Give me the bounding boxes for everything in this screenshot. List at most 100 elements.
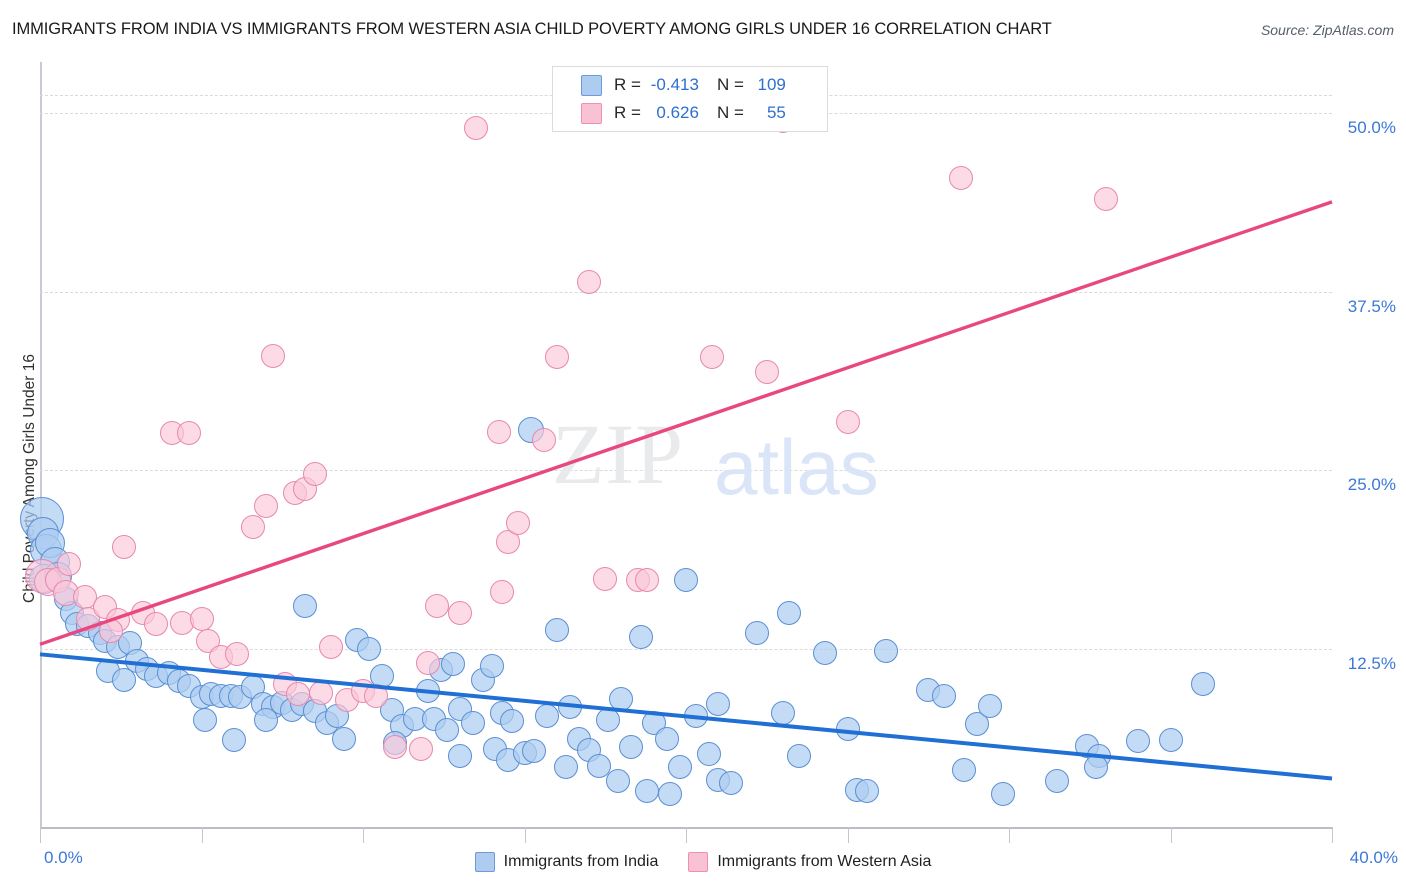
data-point xyxy=(609,686,634,711)
data-point xyxy=(489,579,514,604)
data-point xyxy=(554,755,579,780)
data-point xyxy=(874,639,899,664)
data-point xyxy=(932,683,957,708)
stats-row-india: R = -0.413 N = 109 xyxy=(553,71,829,99)
gridline-37.5 xyxy=(40,291,1332,293)
data-point xyxy=(696,742,721,767)
data-point xyxy=(977,693,1002,718)
y-axis-label-12.5: 12.5% xyxy=(1347,653,1396,673)
data-point xyxy=(447,743,472,768)
y-axis-title-wrap: Child Poverty Among Girls Under 16 xyxy=(8,0,38,892)
data-point xyxy=(409,736,434,761)
legend-item-india[interactable]: Immigrants from India xyxy=(474,852,659,872)
x-tick-35 xyxy=(1170,827,1172,843)
stats-r-value-india: -0.413 xyxy=(650,75,699,94)
stats-swatch-western-asia xyxy=(581,102,602,124)
data-point xyxy=(480,653,505,678)
data-point xyxy=(192,707,217,732)
data-point xyxy=(948,165,973,190)
stats-n-value-western-asia: 55 xyxy=(766,103,786,122)
data-point xyxy=(292,593,317,618)
data-point xyxy=(260,344,285,368)
data-point xyxy=(812,640,837,665)
data-point xyxy=(441,652,466,677)
x-tick-0 xyxy=(40,827,41,843)
data-point xyxy=(363,683,388,708)
data-point xyxy=(309,680,333,705)
data-point xyxy=(176,421,201,446)
data-point xyxy=(1190,672,1215,697)
data-point xyxy=(57,552,82,577)
stats-n-label-india: N = xyxy=(716,75,744,94)
stats-r-label-india: R = xyxy=(614,75,641,94)
data-point xyxy=(506,510,531,535)
data-point xyxy=(719,770,744,795)
data-point xyxy=(754,359,779,384)
x-tick-30 xyxy=(1009,827,1010,843)
data-point xyxy=(674,568,698,593)
data-point xyxy=(254,493,279,518)
data-point xyxy=(544,618,569,643)
data-point xyxy=(593,566,618,591)
data-point xyxy=(415,650,440,675)
data-point xyxy=(683,703,708,728)
y-axis-label-37.5: 37.5% xyxy=(1347,296,1396,316)
data-point xyxy=(699,345,724,370)
data-point xyxy=(189,606,214,631)
data-point xyxy=(318,635,343,660)
x-tick-5 xyxy=(201,827,203,843)
stats-n-label-western-asia: N = xyxy=(716,103,744,122)
page-title: IMMIGRANTS FROM INDIA VS IMMIGRANTS FROM… xyxy=(12,20,1052,38)
data-point xyxy=(221,727,246,752)
x-tick-15 xyxy=(524,827,526,843)
data-point xyxy=(383,735,408,760)
legend-item-western-asia[interactable]: Immigrants from Western Asia xyxy=(688,852,931,872)
x-tick-10 xyxy=(363,827,364,843)
data-point xyxy=(331,726,356,751)
data-point xyxy=(464,115,489,140)
data-point xyxy=(770,700,795,725)
x-tick-20 xyxy=(686,827,687,843)
legend-label-western-asia: Immigrants from Western Asia xyxy=(717,853,932,870)
data-point xyxy=(302,462,327,487)
data-point xyxy=(425,593,450,618)
data-point xyxy=(835,409,860,434)
data-point xyxy=(460,710,485,735)
correlation-stats-box: R = -0.413 N = 109 R = 0.626 N = 55 xyxy=(552,66,828,132)
data-point xyxy=(544,345,569,370)
data-point xyxy=(357,636,382,661)
gridline-25 xyxy=(40,470,1332,472)
stats-r-label-western-asia: R = xyxy=(614,103,641,122)
data-point xyxy=(628,625,653,650)
data-point xyxy=(1126,729,1151,754)
data-point xyxy=(254,707,279,732)
data-point xyxy=(535,703,560,728)
data-point xyxy=(990,782,1015,807)
data-point xyxy=(225,642,250,667)
stats-swatch-india xyxy=(581,74,602,96)
data-point xyxy=(657,782,682,807)
data-point xyxy=(787,743,812,768)
legend-label-india: Immigrants from India xyxy=(503,853,659,870)
data-point xyxy=(606,769,631,794)
stats-r-value-western-asia: 0.626 xyxy=(656,103,699,122)
y-axis-label-25: 25.0% xyxy=(1347,475,1396,495)
source-label: Source: ZipAtlas.com xyxy=(1260,22,1394,38)
data-point xyxy=(654,726,679,751)
data-point xyxy=(619,735,644,760)
data-point xyxy=(241,515,266,540)
legend-swatch-india xyxy=(474,852,495,872)
data-point xyxy=(111,535,136,560)
stats-n-value-india: 109 xyxy=(757,75,786,94)
legend-swatch-western-asia xyxy=(688,852,709,872)
x-axis-min-label: 0.0% xyxy=(44,848,83,867)
data-point xyxy=(522,739,547,764)
chart-header: IMMIGRANTS FROM INDIA VS IMMIGRANTS FROM… xyxy=(0,0,1406,56)
data-point xyxy=(706,692,731,717)
data-point xyxy=(577,269,602,294)
data-point xyxy=(447,600,472,625)
data-point xyxy=(777,600,802,625)
data-point xyxy=(111,667,136,692)
x-tick-40 xyxy=(1332,827,1333,843)
